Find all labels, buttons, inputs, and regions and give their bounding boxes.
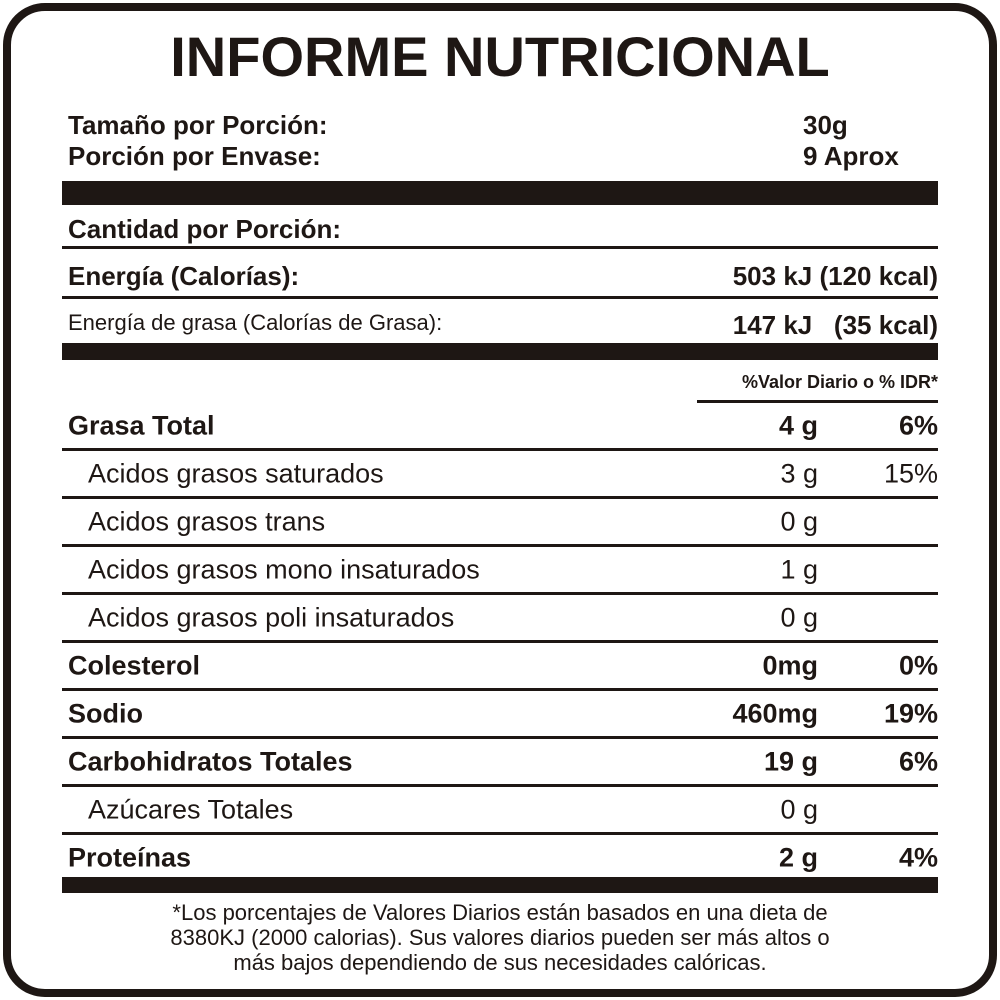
nutrient-amount: 1 g xyxy=(780,554,818,585)
thick-rule xyxy=(62,181,938,205)
serving-label: Tamaño por Porción: xyxy=(68,110,328,140)
nutrient-amount: 0 g xyxy=(780,602,818,633)
rule xyxy=(62,296,938,299)
nutrient-name: Sodio xyxy=(68,698,143,729)
nutrient-name: Acidos grasos saturados xyxy=(88,458,384,489)
nutrient-amount: 0 g xyxy=(780,506,818,537)
rule xyxy=(62,448,938,451)
nutrient-amount: 0mg xyxy=(762,650,818,681)
energy-label: Energía (Calorías): xyxy=(68,261,300,291)
nutrient-dv: 0% xyxy=(898,650,938,681)
serving-label: Porción por Envase: xyxy=(68,141,321,171)
fat-energy-value: 147 kJ (35 kcal) xyxy=(732,310,938,340)
nutrient-dv: 4% xyxy=(898,842,938,873)
rule xyxy=(62,544,938,547)
nutrient-amount: 2 g xyxy=(778,842,818,873)
nutrient-name: Acidos grasos mono insaturados xyxy=(88,554,480,585)
rule xyxy=(62,832,938,835)
nutrient-amount: 4 g xyxy=(778,410,818,441)
nutrient-dv: 19% xyxy=(883,698,938,729)
nutrient-name: Carbohidratos Totales xyxy=(68,746,353,777)
nutrient-name: Proteínas xyxy=(68,842,192,873)
nutrient-amount: 0 g xyxy=(780,794,818,825)
label-border xyxy=(3,3,997,997)
thick-rule xyxy=(62,343,938,360)
rule xyxy=(62,592,938,595)
nutrient-name: Colesterol xyxy=(68,650,201,681)
rule xyxy=(62,688,938,691)
nutrient-dv: 15% xyxy=(883,458,938,489)
serving-value: 30g xyxy=(803,110,848,140)
rule xyxy=(62,496,938,499)
energy-value: 503 kJ (120 kcal) xyxy=(732,261,938,291)
nutrient-dv: 6% xyxy=(898,410,938,441)
nutrient-amount: 460mg xyxy=(732,698,818,729)
nutrient-name: Acidos grasos trans xyxy=(88,506,326,537)
rule xyxy=(62,784,938,787)
serving-value: 9 Aprox xyxy=(803,141,899,171)
nutrient-amount: 3 g xyxy=(780,458,818,489)
rule xyxy=(62,246,938,249)
nutrient-name: Grasa Total xyxy=(68,410,215,441)
rule xyxy=(62,640,938,643)
footnote-line: más bajos dependiendo de sus necesidades… xyxy=(233,950,767,975)
fat-energy-label: Energía de grasa (Calorías de Grasa): xyxy=(68,310,443,335)
nutrient-amount: 19 g xyxy=(763,746,818,777)
title: INFORME NUTRICIONAL xyxy=(170,25,830,88)
thick-rule xyxy=(62,877,938,893)
nutrient-dv: 6% xyxy=(898,746,938,777)
nutrient-name: Azúcares Totales xyxy=(88,794,294,825)
amount-header: Cantidad por Porción: xyxy=(68,214,341,244)
rule xyxy=(62,736,938,739)
footnote-line: *Los porcentajes de Valores Diarios está… xyxy=(172,900,828,925)
rule xyxy=(697,400,938,403)
footnote-line: 8380KJ (2000 calorias). Sus valores diar… xyxy=(170,925,830,950)
dv-header: %Valor Diario o % IDR* xyxy=(741,372,938,392)
nutrient-name: Acidos grasos poli insaturados xyxy=(88,602,455,633)
